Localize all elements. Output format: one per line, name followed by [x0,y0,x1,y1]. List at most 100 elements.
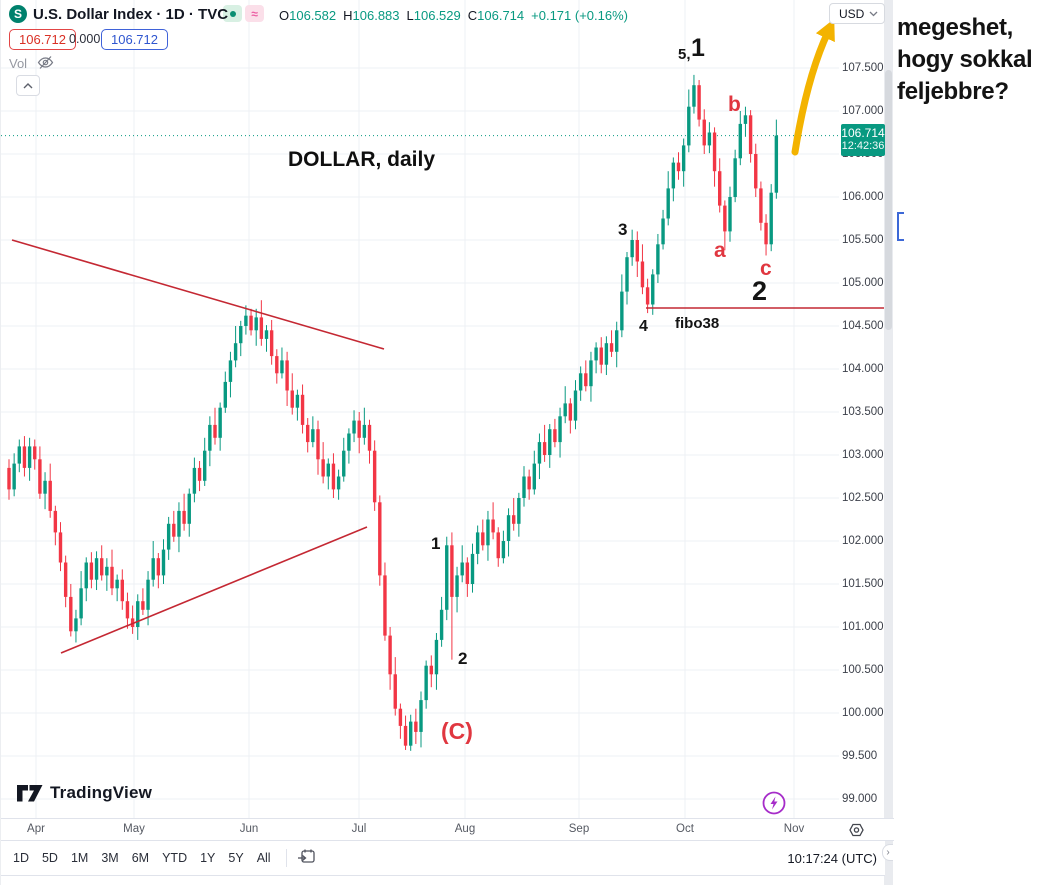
price-tick-label: 102.000 [842,535,884,547]
price-chart[interactable] [1,0,885,818]
annotation-wave-3[interactable]: 3 [618,220,628,239]
ohlc-value: 106.714 [477,8,525,23]
symbol-title[interactable]: U.S. Dollar Index · 1D · TVC [33,6,229,23]
ohlc-values: O106.582 H106.883 L106.529 C106.714 +0.171 (… [272,8,628,23]
annotation-chart-note[interactable]: DOLLAR, daily [288,148,436,171]
annotation-wave-c[interactable]: c [760,257,772,280]
partial-blue-box [897,212,904,241]
instant-trading-lightning-icon[interactable] [761,790,787,816]
price-tick-label: 101.500 [842,578,884,590]
price-tick-label: 100.000 [842,707,884,719]
volume-hidden-eye-icon[interactable] [37,55,54,75]
page-scrollbar[interactable] [884,0,893,885]
side-note-line: feljebbre? [897,78,1009,105]
tradingview-logo[interactable]: TradingView [17,783,152,803]
session-clock[interactable]: 10:17:24 (UTC) [787,850,877,866]
range-button-all[interactable]: All [256,851,271,865]
toolbar-divider [285,849,287,867]
symbol-logo: S [9,5,27,23]
chevron-up-icon [23,82,33,88]
legend-collapse-button[interactable] [16,75,40,96]
ohlc-value: 106.529 [413,8,461,23]
annotation-wave-2-big[interactable]: 2 [752,276,768,306]
price-tick-label: 107.000 [842,105,884,117]
time-tick-label: Apr [27,823,45,835]
ohlc-letter: L [406,8,414,23]
time-tick-label: Nov [783,823,805,835]
price-tick-label: 102.500 [842,492,884,504]
time-tick-label: Jun [239,823,259,835]
time-tick-label: May [123,823,145,835]
annotation-wave-1[interactable]: 1 [431,534,441,553]
range-button-1d[interactable]: 1D [13,851,29,865]
annotation-fibo38[interactable]: fibo38 [675,315,720,332]
delayed-data-indicator[interactable]: ≈ [245,5,264,22]
range-button-5y[interactable]: 5Y [228,851,244,865]
time-tick-label: Aug [454,823,476,835]
range-button-1y[interactable]: 1Y [200,851,216,865]
currency-value: USD [839,6,865,21]
range-button-3m[interactable]: 3M [101,851,119,865]
annotation-wave-2[interactable]: 2 [458,649,468,668]
upper-trendline[interactable] [11,239,385,350]
annotation-wave-5[interactable]: 5, [678,46,691,63]
ohlc-value: 106.582 [289,8,337,23]
axis-settings-gear-icon[interactable] [848,822,865,843]
tradingview-chart-widget: S U.S. Dollar Index · 1D · TVC ≈ O106.58… [0,0,894,885]
spread-value: 0.000 [69,32,101,46]
grid [1,0,839,818]
chevron-right-icon[interactable]: › [882,844,893,861]
price-tick-label: 106.000 [842,191,884,203]
price-tick-label: 107.500 [842,62,884,74]
annotation-wave-1-top[interactable]: 1 [691,34,705,62]
annotation-wave-C[interactable]: (C) [441,718,473,744]
time-tick-label: Jul [351,823,367,835]
price-tick-label: 104.500 [842,320,884,332]
market-open-indicator[interactable] [223,5,242,22]
price-tick-label: 104.000 [842,363,884,375]
range-button-ytd[interactable]: YTD [162,851,188,865]
tradingview-mark-icon [17,784,43,801]
annotation-wave-4[interactable]: 4 [639,318,648,335]
currency-dropdown[interactable]: USD [829,3,885,24]
up-arrow-drawing[interactable] [791,18,835,156]
low-price-box: 106.712 [9,29,76,50]
candlesticks [7,74,779,751]
annotation-wave-b[interactable]: b [728,93,741,116]
price-tick-label: 105.500 [842,234,884,246]
market-open-dot-icon [229,10,236,17]
annotation-wave-a[interactable]: a [714,239,726,262]
price-tick-label: 103.000 [842,449,884,461]
bar-countdown: 12:42:36 [841,139,885,152]
time-axis[interactable]: Apr May Jun Jul Aug Sep Oct Nov [1,818,894,841]
price-tick-label: 103.500 [842,406,884,418]
chevron-down-icon [869,11,878,16]
ohlc-letter: O [279,8,290,23]
price-change: +0.171 (+0.16%) [531,8,628,23]
range-button-6m[interactable]: 6M [131,851,150,865]
ohlc-value: 106.883 [352,8,400,23]
range-button-1m[interactable]: 1M [70,851,89,865]
tradingview-logo-text: TradingView [50,783,153,802]
scrollbar-thumb[interactable] [885,70,892,330]
volume-label: Vol [9,56,28,71]
price-tick-label: 101.000 [842,621,884,633]
side-note-text: megeshet, hogy sokkal feljebbre? [897,12,1045,108]
price-tick-label: 99.500 [842,750,878,762]
last-price-label: 106.714 12:42:36 [841,123,885,156]
ohlc-letter: H [343,8,353,23]
last-price-value: 106.714 [841,125,885,140]
bottom-toolbar: 1D 5D 1M 3M 6M YTD 1Y 5Y All 10:17:24 (UTC) [1,841,885,876]
price-tick-label: 99.000 [842,793,878,805]
time-tick-label: Sep [568,823,590,835]
go-to-date-icon[interactable] [297,847,316,870]
ohlc-letter: C [467,8,478,23]
lower-trendline[interactable] [60,526,368,654]
side-note-line: hogy sokkal [897,46,1033,73]
price-tick-label: 105.000 [842,277,884,289]
time-tick-label: Oct [676,823,694,835]
price-tick-label: 100.500 [842,664,884,676]
range-button-5d[interactable]: 5D [41,851,58,865]
side-note-line: megeshet, [897,14,1014,41]
